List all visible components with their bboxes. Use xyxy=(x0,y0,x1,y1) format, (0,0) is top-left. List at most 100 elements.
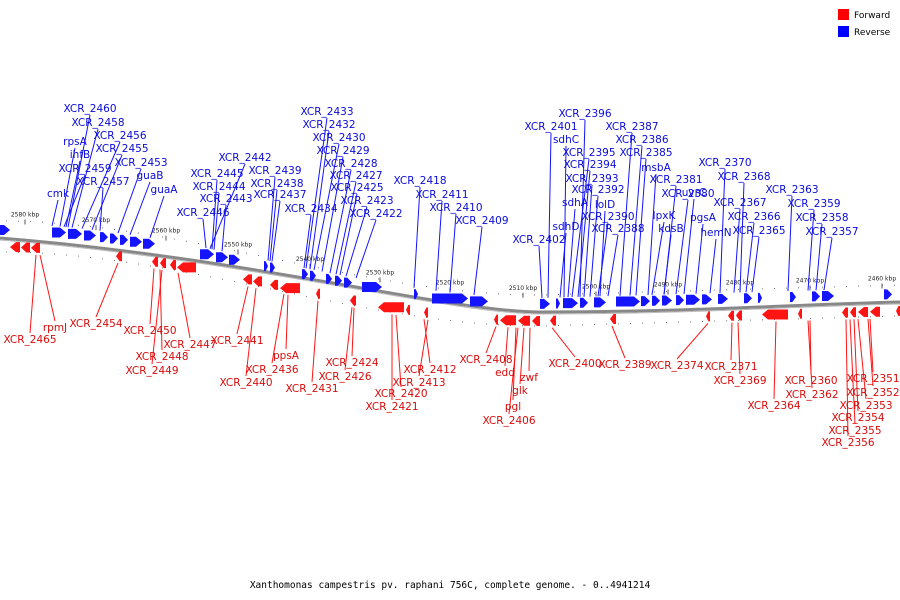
reverse-gene-label: XCR_2368 xyxy=(717,171,770,183)
forward-gene-arrow xyxy=(280,283,300,294)
legend-forward-label: Forward xyxy=(854,11,890,21)
reverse-gene-arrow xyxy=(216,252,228,263)
forward-gene-label: XCR_2421 xyxy=(365,401,418,413)
forward-gene-label: XCR_2436 xyxy=(245,364,298,376)
legend-reverse-label: Reverse xyxy=(854,28,891,38)
reverse-gene-label: XCR_2433 xyxy=(300,106,353,118)
forward-gene-arrow xyxy=(350,295,356,306)
forward-gene-arrow xyxy=(378,302,404,313)
reverse-gene-label: XCR_2437 xyxy=(253,189,306,201)
forward-gene-arrow xyxy=(494,314,498,325)
reverse-gene-label: XCR_2445 xyxy=(190,168,243,180)
forward-gene-arrow xyxy=(518,315,530,326)
forward-gene-label: XCR_2441 xyxy=(210,335,263,347)
reverse-leader-line xyxy=(599,210,606,297)
forward-gene-label: XCR_2412 xyxy=(403,364,456,376)
forward-leader-line xyxy=(177,272,191,339)
reverse-leader-line xyxy=(733,208,741,293)
forward-gene-label: XCR_2351 xyxy=(846,373,899,385)
forward-gene-arrow xyxy=(424,307,428,318)
forward-gene-label: XCR_2374 xyxy=(650,360,703,372)
forward-gene-arrow xyxy=(842,307,848,318)
scale-tick-label: 2580 kbp xyxy=(11,211,39,218)
forward-leader-line xyxy=(423,319,431,364)
forward-leader-line xyxy=(676,323,709,360)
reverse-gene-label: XCR_2423 xyxy=(340,195,393,207)
reverse-gene-label: XCR_2370 xyxy=(698,157,751,169)
reverse-gene-arrow xyxy=(100,232,108,243)
reverse-gene-arrow xyxy=(143,238,155,249)
forward-genes xyxy=(10,242,900,326)
reverse-gene-label: XCR_2357 xyxy=(805,226,858,238)
forward-leader-line xyxy=(867,318,874,387)
reverse-gene-label: XCR_2453 xyxy=(114,157,167,169)
reverse-gene-label: XCR_2443 xyxy=(199,193,252,205)
reverse-gene-label: XCR_2442 xyxy=(218,152,271,164)
reverse-gene-label: XCR_2432 xyxy=(302,119,355,131)
reverse-gene-label: guaA xyxy=(151,184,179,196)
reverse-gene-label: uvrC xyxy=(682,187,707,199)
forward-gene-label: glk xyxy=(512,385,529,397)
reverse-gene-label: XCR_2411 xyxy=(415,189,468,201)
genome-backbone xyxy=(0,236,900,314)
forward-gene-label: XCR_2371 xyxy=(704,361,757,373)
reverse-gene-arrow xyxy=(344,277,352,288)
reverse-gene-label: XCR_2392 xyxy=(571,184,624,196)
forward-gene-label: XCR_2420 xyxy=(374,388,427,400)
reverse-gene-label: XCR_2418 xyxy=(393,175,446,187)
reverse-leader-line xyxy=(589,195,599,297)
reverse-gene-arrow xyxy=(84,230,96,241)
reverse-leader-line xyxy=(313,143,340,271)
forward-leader-line xyxy=(344,307,353,371)
reverse-leader-line xyxy=(59,147,76,227)
reverse-gene-arrow xyxy=(556,298,560,309)
reverse-leader-line xyxy=(303,214,312,269)
forward-gene-arrow xyxy=(270,279,278,290)
reverse-gene-arrow xyxy=(264,261,268,272)
reverse-gene-arrow xyxy=(362,281,382,292)
forward-gene-label: XCR_2431 xyxy=(285,383,338,395)
forward-gene-arrow xyxy=(850,307,856,318)
reverse-gene-arrow xyxy=(120,234,128,245)
reverse-leader-line xyxy=(683,198,695,295)
reverse-gene-arrow xyxy=(641,296,650,307)
reverse-gene-label: XCR_2459 xyxy=(58,163,111,175)
reverse-gene-label: XCR_2358 xyxy=(795,212,848,224)
forward-leader-line xyxy=(508,327,519,415)
forward-gene-arrow xyxy=(762,309,788,320)
reverse-gene-arrow xyxy=(702,294,712,305)
reverse-leader-line xyxy=(787,195,793,292)
reverse-gene-arrow xyxy=(884,289,892,300)
forward-gene-arrow xyxy=(116,251,122,262)
reverse-leader-line xyxy=(339,193,358,276)
forward-gene-arrow xyxy=(532,315,540,326)
reverse-gene-label: XCR_2460 xyxy=(63,103,116,115)
reverse-gene-label: cmk xyxy=(47,188,70,200)
scale-tick-label: 2530 kbp xyxy=(366,269,394,276)
reverse-gene-arrow xyxy=(200,249,214,260)
forward-gene-arrow xyxy=(610,313,616,324)
forward-leader-line xyxy=(418,319,429,377)
reverse-gene-label: XCR_2401 xyxy=(524,121,577,133)
forward-gene-arrow xyxy=(406,304,410,315)
forward-gene-label: XCR_2440 xyxy=(219,377,272,389)
reverse-leader-lines xyxy=(51,114,833,298)
reverse-leader-line xyxy=(209,163,246,250)
genome-title: Xanthomonas campestris pv. raphani 756C,… xyxy=(250,580,651,591)
reverse-gene-label: lolD xyxy=(595,199,615,211)
forward-leader-line xyxy=(149,268,155,325)
reverse-leader-line xyxy=(597,222,609,297)
reverse-leader-line xyxy=(51,199,59,227)
reverse-gene-label: XCR_2409 xyxy=(455,215,508,227)
forward-leader-lines xyxy=(29,254,874,437)
reverse-leader-line xyxy=(329,169,352,274)
reverse-gene-arrow xyxy=(326,273,332,284)
forward-gene-arrow xyxy=(21,242,30,253)
forward-gene-label: XCR_2449 xyxy=(125,365,178,377)
reverse-gene-label: XCR_2425 xyxy=(330,182,383,194)
legend: Forward Reverse xyxy=(838,9,891,38)
forward-gene-label: XCR_2408 xyxy=(459,354,512,366)
reverse-gene-label: XCR_2394 xyxy=(563,159,616,171)
